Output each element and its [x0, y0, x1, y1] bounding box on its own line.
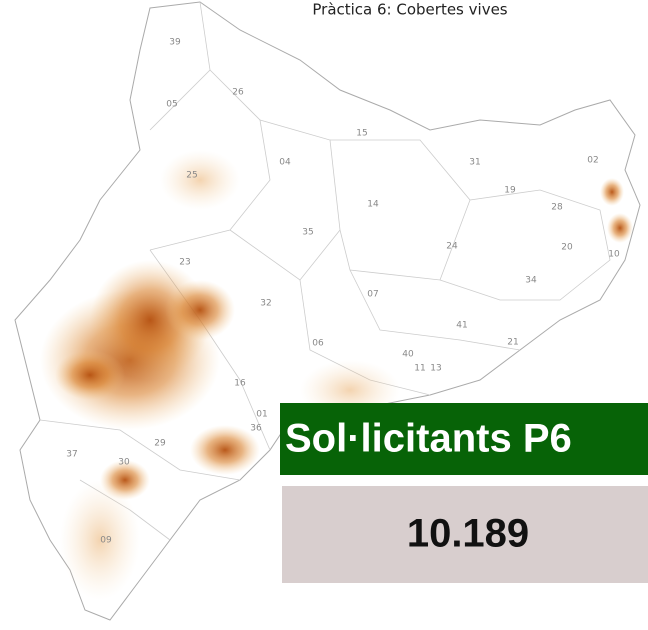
comarca-label: 39 — [169, 38, 181, 48]
comarca-label: 35 — [302, 228, 313, 238]
comarca-label: 19 — [504, 186, 516, 196]
comarca-label: 29 — [154, 439, 166, 449]
comarca-label: 15 — [356, 129, 367, 139]
comarca-label: 26 — [232, 88, 244, 98]
comarca-label: 24 — [446, 242, 458, 252]
comarca-label: 30 — [118, 458, 130, 468]
comarca-label: 02 — [587, 156, 598, 166]
comarca-label: 13 — [430, 364, 441, 374]
comarca-label: 01 — [256, 410, 267, 420]
comarca-label: 20 — [561, 243, 573, 253]
comarca-label: 32 — [260, 299, 271, 309]
comarca-label: 04 — [279, 158, 291, 168]
comarca-label: 14 — [367, 200, 379, 210]
comarca-label: 41 — [456, 321, 467, 331]
comarca-label: 23 — [179, 258, 190, 268]
comarca-label: 37 — [66, 450, 77, 460]
panel-label: Sol·licitants P6 — [285, 417, 572, 461]
comarca-label: 10 — [608, 250, 620, 260]
comarca-label: 21 — [507, 338, 518, 348]
comarca-label: 25 — [186, 171, 197, 181]
comarca-label: 09 — [100, 536, 112, 546]
comarca-label: 40 — [402, 350, 414, 360]
comarca-label: 28 — [551, 203, 563, 213]
comarca-label: 36 — [250, 424, 262, 434]
comarca-label: 06 — [312, 339, 324, 349]
label-box — [280, 403, 648, 475]
comarca-label: 07 — [367, 290, 378, 300]
comarca-label: 16 — [234, 379, 246, 389]
comarca-borders — [39, 1, 611, 541]
comarca-label: 11 — [414, 364, 425, 374]
value-box — [282, 486, 648, 583]
map-title: Pràctica 6: Cobertes vives — [312, 1, 507, 19]
comarca-label: 05 — [166, 100, 177, 110]
comarca-label: 34 — [525, 276, 537, 286]
comarca-label: 31 — [469, 158, 480, 168]
comarca-labels: 39 05 26 25 04 15 31 19 02 28 14 35 24 20 10 34 23 32 07 41… — [66, 38, 620, 546]
panel-value: 10.189 — [407, 512, 529, 556]
